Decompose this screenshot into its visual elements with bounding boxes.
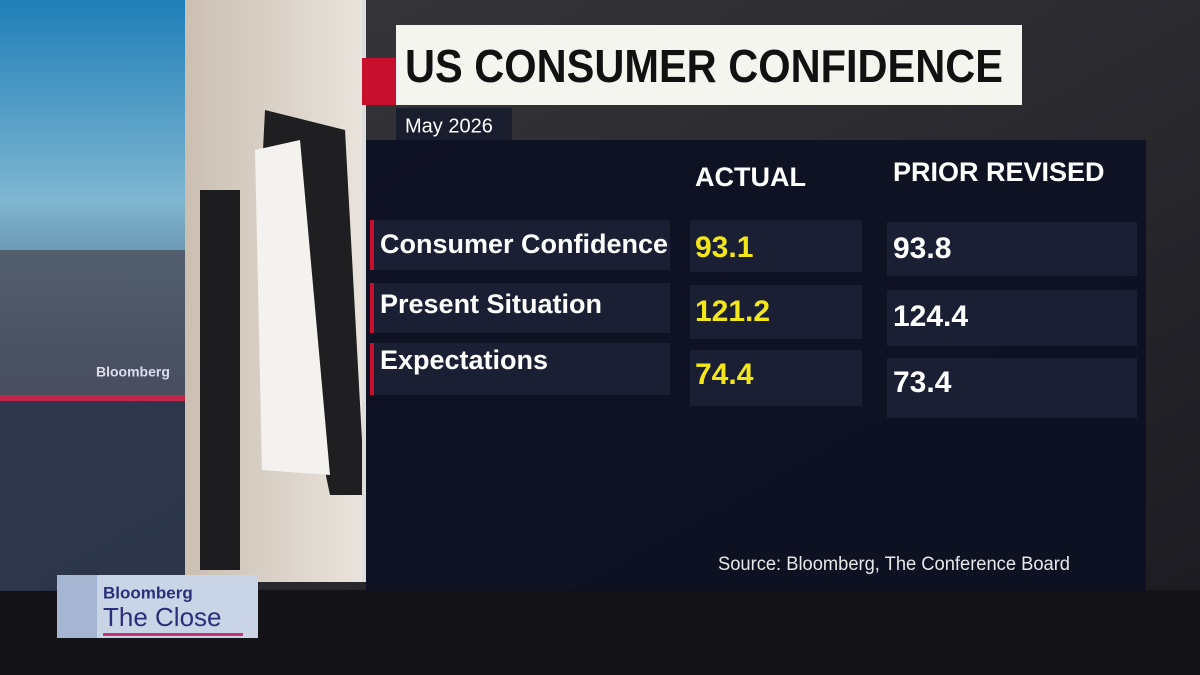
screen-brand: Bloomberg [96, 364, 170, 380]
photo-bag [200, 190, 240, 570]
subtitle-box [396, 108, 512, 144]
row-label: Consumer Confidence [380, 229, 668, 259]
logo-title: The Close [103, 602, 222, 632]
actual-value: 74.4 [695, 358, 754, 391]
source-note: Source: Bloomberg, The Conference Board [718, 554, 1070, 575]
photo-bag [255, 140, 330, 475]
subtitle: May 2026 [405, 115, 493, 137]
prior-cell [887, 222, 1137, 276]
actual-cell [690, 350, 862, 406]
screen-accent [0, 395, 195, 401]
logo-underline [103, 633, 243, 636]
actual-value: 121.2 [695, 295, 770, 328]
prior-value: 73.4 [893, 366, 952, 399]
table-row: Consumer Confidence 93.1 93.8 [370, 220, 1137, 276]
table-row: Expectations 74.4 73.4 [370, 343, 1137, 418]
title-box [396, 25, 1022, 105]
row-label-cell [370, 220, 670, 270]
title: US CONSUMER CONFIDENCE [405, 40, 1003, 92]
row-accent [370, 343, 374, 395]
logo-skyline [57, 575, 97, 638]
prior-cell [887, 358, 1137, 418]
column-header: ACTUAL [695, 162, 806, 192]
row-label-cell [370, 343, 670, 395]
logo-brand: Bloomberg [103, 583, 193, 602]
row-label: Present Situation [380, 289, 602, 319]
title-accent [362, 58, 396, 105]
city-skyline [0, 250, 195, 400]
screen-reflection [0, 401, 195, 591]
row-label-cell [370, 283, 670, 333]
actual-cell [690, 285, 862, 339]
actual-cell [690, 220, 862, 272]
prior-value: 93.8 [893, 232, 951, 265]
panel-edge [362, 0, 366, 582]
row-accent [370, 220, 374, 270]
column-header: PRIOR REVISED [893, 157, 1105, 187]
row-label: Expectations [380, 345, 548, 375]
row-accent [370, 283, 374, 333]
actual-value: 93.1 [695, 231, 753, 264]
prior-cell [887, 290, 1137, 346]
table-row: Present Situation 121.2 124.4 [370, 283, 1137, 346]
prior-value: 124.4 [893, 300, 968, 333]
